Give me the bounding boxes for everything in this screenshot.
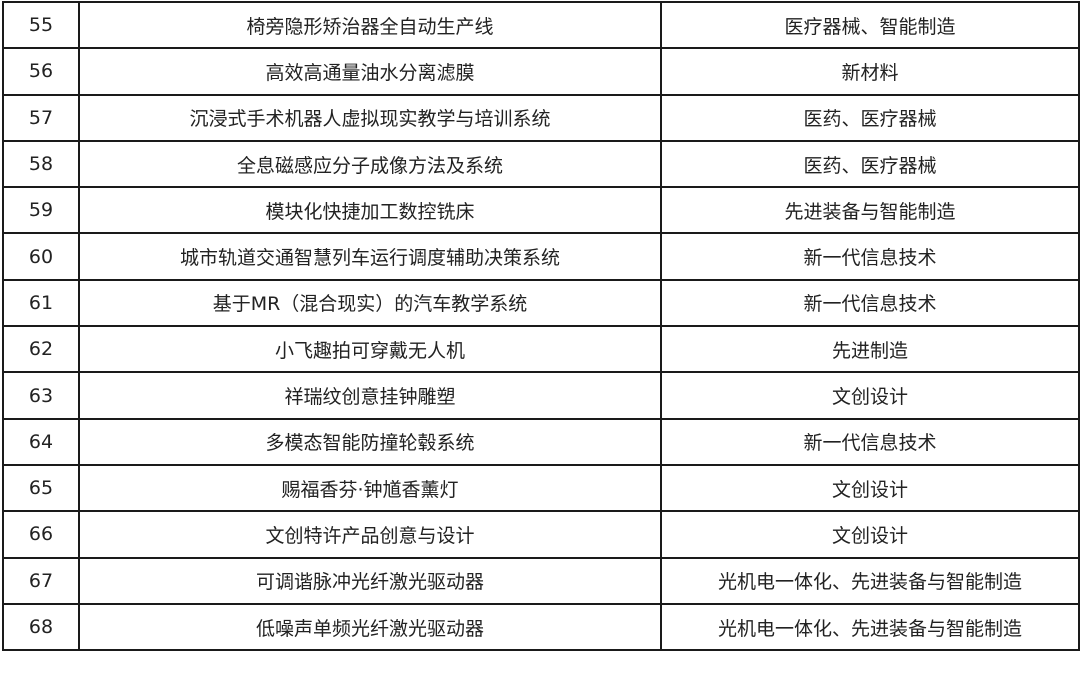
project-category: 新一代信息技术 [660, 232, 1080, 281]
project-name: 可调谐脉冲光纤激光驱动器 [78, 556, 662, 605]
table-row: 66 文创特许产品创意与设计 文创设计 [2, 510, 1080, 559]
project-category: 先进装备与智能制造 [660, 186, 1080, 235]
project-category: 光机电一体化、先进装备与智能制造 [660, 556, 1080, 605]
table-row: 57 沉浸式手术机器人虚拟现实教学与培训系统 医药、医疗器械 [2, 93, 1080, 142]
project-name: 基于MR（混合现实）的汽车教学系统 [78, 278, 662, 328]
project-category: 新一代信息技术 [660, 278, 1080, 328]
table-row: 55 椅旁隐形矫治器全自动生产线 医疗器械、智能制造 [2, 0, 1080, 50]
table-row: 65 赐福香芬·钟馗香薰灯 文创设计 [2, 463, 1080, 513]
project-category: 光机电一体化、先进装备与智能制造 [660, 602, 1080, 652]
row-number: 64 [2, 417, 80, 466]
project-name: 多模态智能防撞轮毂系统 [78, 417, 662, 466]
table-row: 59 模块化快捷加工数控铣床 先进装备与智能制造 [2, 186, 1080, 235]
project-category: 医药、医疗器械 [660, 93, 1080, 142]
table-row: 62 小飞趣拍可穿戴无人机 先进制造 [2, 325, 1080, 374]
table-body: 55 椅旁隐形矫治器全自动生产线 医疗器械、智能制造 56 高效高通量油水分离滤膜 新材料… [2, 0, 1080, 652]
row-number: 67 [2, 556, 80, 605]
project-name: 小飞趣拍可穿戴无人机 [78, 325, 662, 374]
project-name: 椅旁隐形矫治器全自动生产线 [78, 0, 662, 50]
project-name: 低噪声单频光纤激光驱动器 [78, 602, 662, 652]
table-row: 67 可调谐脉冲光纤激光驱动器 光机电一体化、先进装备与智能制造 [2, 556, 1080, 605]
project-category: 文创设计 [660, 463, 1080, 513]
row-number: 56 [2, 47, 80, 96]
project-category: 医药、医疗器械 [660, 139, 1080, 189]
project-name: 沉浸式手术机器人虚拟现实教学与培训系统 [78, 93, 662, 142]
project-category: 新材料 [660, 47, 1080, 96]
row-number: 61 [2, 278, 80, 328]
project-name: 全息磁感应分子成像方法及系统 [78, 139, 662, 189]
table-row: 64 多模态智能防撞轮毂系统 新一代信息技术 [2, 417, 1080, 466]
project-table: 55 椅旁隐形矫治器全自动生产线 医疗器械、智能制造 56 高效高通量油水分离滤膜 新材料… [2, 0, 1080, 652]
row-number: 55 [2, 0, 80, 50]
row-number: 65 [2, 463, 80, 513]
row-number: 68 [2, 602, 80, 652]
project-name: 模块化快捷加工数控铣床 [78, 186, 662, 235]
row-number: 57 [2, 93, 80, 142]
row-number: 63 [2, 371, 80, 420]
row-number: 62 [2, 325, 80, 374]
table-row: 68 低噪声单频光纤激光驱动器 光机电一体化、先进装备与智能制造 [2, 602, 1080, 652]
table-row: 63 祥瑞纹创意挂钟雕塑 文创设计 [2, 371, 1080, 420]
project-category: 新一代信息技术 [660, 417, 1080, 466]
table-row: 61 基于MR（混合现实）的汽车教学系统 新一代信息技术 [2, 278, 1080, 328]
project-category: 文创设计 [660, 371, 1080, 420]
project-name: 祥瑞纹创意挂钟雕塑 [78, 371, 662, 420]
table-row: 60 城市轨道交通智慧列车运行调度辅助决策系统 新一代信息技术 [2, 232, 1080, 281]
table-row: 56 高效高通量油水分离滤膜 新材料 [2, 47, 1080, 96]
row-number: 58 [2, 139, 80, 189]
project-name: 赐福香芬·钟馗香薰灯 [78, 463, 662, 513]
row-number: 60 [2, 232, 80, 281]
project-name: 文创特许产品创意与设计 [78, 510, 662, 559]
project-category: 医疗器械、智能制造 [660, 0, 1080, 50]
project-name: 城市轨道交通智慧列车运行调度辅助决策系统 [78, 232, 662, 281]
row-number: 66 [2, 510, 80, 559]
project-category: 先进制造 [660, 325, 1080, 374]
row-number: 59 [2, 186, 80, 235]
table-row: 58 全息磁感应分子成像方法及系统 医药、医疗器械 [2, 139, 1080, 189]
project-name: 高效高通量油水分离滤膜 [78, 47, 662, 96]
project-category: 文创设计 [660, 510, 1080, 559]
